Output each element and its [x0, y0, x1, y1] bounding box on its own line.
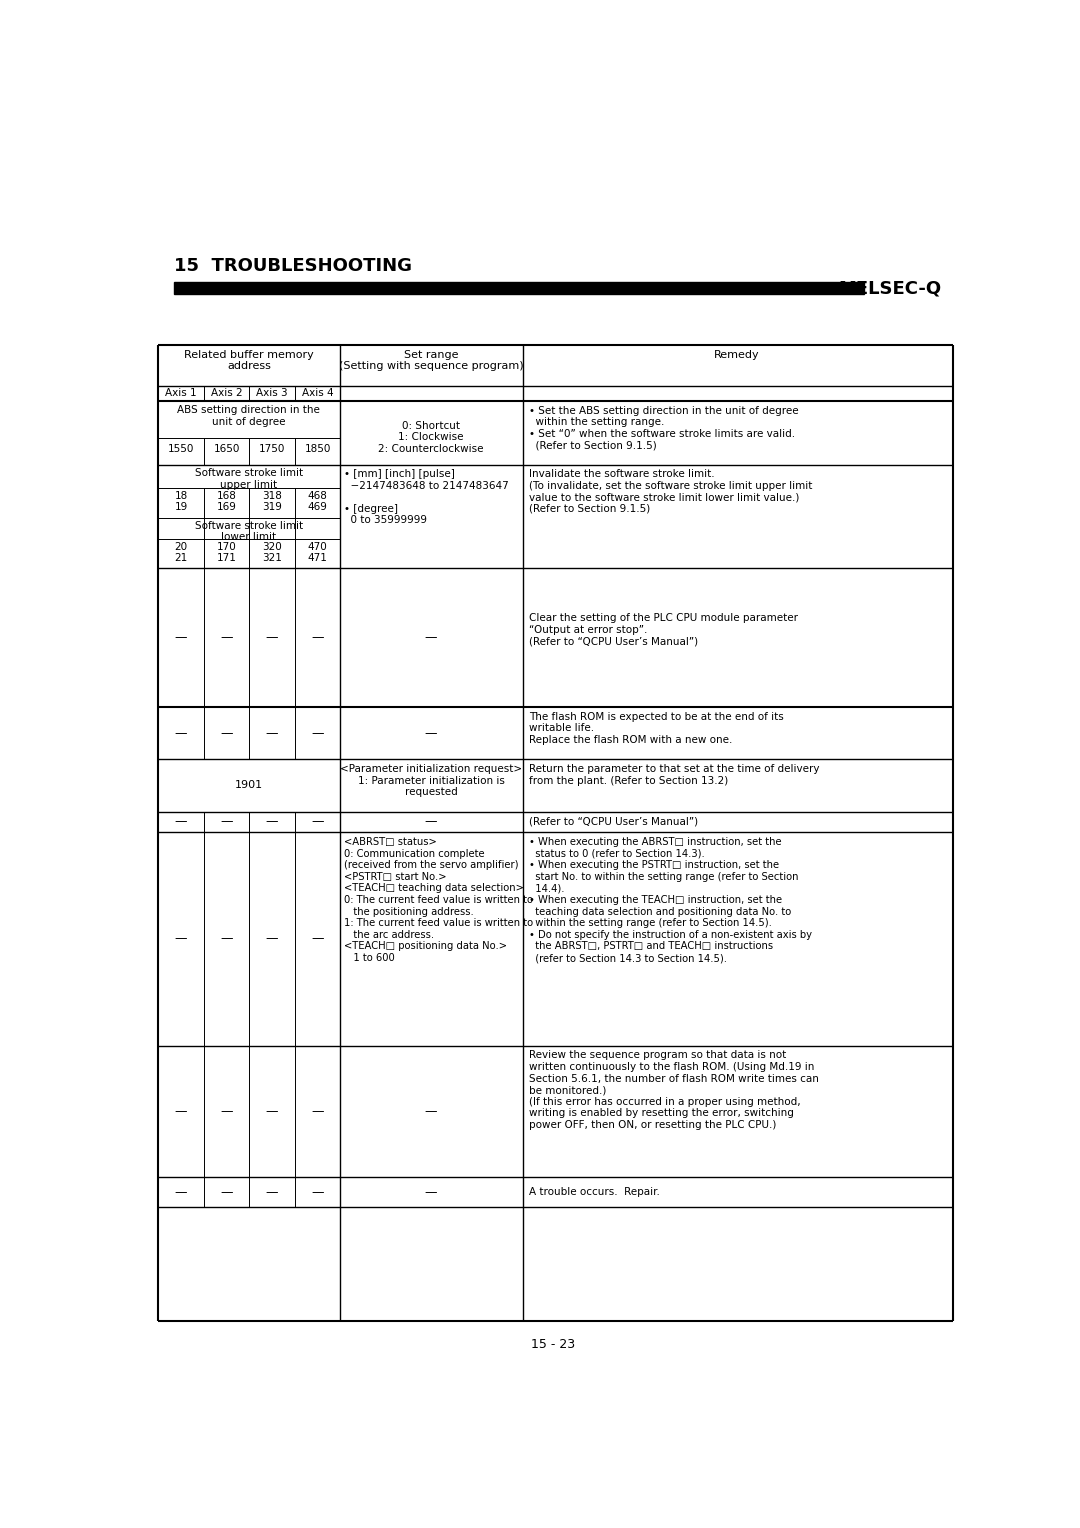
Text: —: — [424, 1186, 437, 1198]
Text: 1550: 1550 [167, 443, 194, 454]
Text: —: — [311, 932, 324, 946]
Text: —: — [175, 816, 187, 828]
Text: —: — [424, 816, 437, 828]
Text: Review the sequence program so that data is not
written continuously to the flas: Review the sequence program so that data… [529, 1050, 819, 1131]
Text: ABS setting direction in the
unit of degree: ABS setting direction in the unit of deg… [177, 405, 321, 426]
Text: —: — [175, 631, 187, 645]
Text: <ABRST□ status>
0: Communication complete
(received from the servo amplifier)
<P: <ABRST□ status> 0: Communication complet… [345, 837, 534, 963]
Text: 320: 320 [262, 542, 282, 552]
Text: Software stroke limit
lower limit: Software stroke limit lower limit [194, 521, 303, 542]
Text: Software stroke limit
upper limit: Software stroke limit upper limit [194, 468, 303, 490]
Text: Axis 2: Axis 2 [211, 388, 242, 399]
Text: —: — [220, 1105, 233, 1117]
Text: —: — [175, 1186, 187, 1198]
Text: Axis 4: Axis 4 [301, 388, 334, 399]
Text: 18: 18 [174, 492, 188, 501]
Text: 1750: 1750 [259, 443, 285, 454]
Text: —: — [220, 816, 233, 828]
Text: • Set the ABS setting direction in the unit of degree
  within the setting range: • Set the ABS setting direction in the u… [529, 406, 798, 451]
Text: 171: 171 [217, 553, 237, 562]
Text: —: — [175, 932, 187, 946]
Text: —: — [424, 727, 437, 740]
Text: —: — [220, 1186, 233, 1198]
Text: 21: 21 [174, 553, 188, 562]
Text: 168: 168 [217, 492, 237, 501]
Text: 319: 319 [262, 503, 282, 512]
Text: • [mm] [inch] [pulse]
  −2147483648 to 2147483647

• [degree]
  0 to 35999999: • [mm] [inch] [pulse] −2147483648 to 214… [345, 469, 509, 526]
Text: Return the parameter to that set at the time of delivery
from the plant. (Refer : Return the parameter to that set at the … [529, 764, 820, 785]
Text: —: — [311, 727, 324, 740]
Text: —: — [266, 932, 279, 946]
Text: Invalidate the software stroke limit.
(To invalidate, set the software stroke li: Invalidate the software stroke limit. (T… [529, 469, 812, 513]
Text: —: — [175, 1105, 187, 1117]
Text: 468: 468 [308, 492, 327, 501]
Text: 321: 321 [262, 553, 282, 562]
Text: 469: 469 [308, 503, 327, 512]
Text: —: — [266, 631, 279, 645]
Text: —: — [175, 727, 187, 740]
Bar [174, 283, 864, 295]
Text: —: — [266, 727, 279, 740]
Text: —: — [311, 1105, 324, 1117]
Text: 0: Shortcut
1: Clockwise
2: Counterclockwise: 0: Shortcut 1: Clockwise 2: Counterclock… [378, 420, 484, 454]
Text: 15  TROUBLESHOOTING: 15 TROUBLESHOOTING [174, 257, 411, 275]
Text: 1650: 1650 [214, 443, 240, 454]
Text: 15 - 23: 15 - 23 [531, 1339, 576, 1351]
Text: 169: 169 [217, 503, 237, 512]
Text: —: — [220, 932, 233, 946]
Text: 1901: 1901 [234, 781, 264, 790]
Text: 471: 471 [308, 553, 327, 562]
Text: Clear the setting of the PLC CPU module parameter
“Output at error stop”.
(Refer: Clear the setting of the PLC CPU module … [529, 613, 798, 646]
Text: 318: 318 [262, 492, 282, 501]
Text: —: — [311, 816, 324, 828]
Text: 19: 19 [174, 503, 188, 512]
Text: 170: 170 [217, 542, 237, 552]
Text: MELSEC-Q: MELSEC-Q [838, 280, 941, 296]
Text: —: — [311, 631, 324, 645]
Text: —: — [424, 631, 437, 645]
Text: Axis 3: Axis 3 [256, 388, 288, 399]
Text: Set range
(Setting with sequence program): Set range (Setting with sequence program… [339, 350, 524, 371]
Text: —: — [424, 1105, 437, 1117]
Text: Related buffer memory
address: Related buffer memory address [184, 350, 314, 371]
Text: —: — [266, 1186, 279, 1198]
Text: <Parameter initialization request>
1: Parameter initialization is
requested: <Parameter initialization request> 1: Pa… [340, 764, 522, 798]
Text: Axis 1: Axis 1 [165, 388, 197, 399]
Text: • When executing the ABRST□ instruction, set the
  status to 0 (refer to Section: • When executing the ABRST□ instruction,… [529, 837, 812, 963]
Text: A trouble occurs.  Repair.: A trouble occurs. Repair. [529, 1187, 660, 1196]
Text: —: — [311, 1186, 324, 1198]
Text: —: — [266, 1105, 279, 1117]
Text: —: — [220, 631, 233, 645]
Text: 20: 20 [175, 542, 188, 552]
Text: 1850: 1850 [305, 443, 330, 454]
Text: —: — [266, 816, 279, 828]
Text: 470: 470 [308, 542, 327, 552]
Text: —: — [220, 727, 233, 740]
Text: (Refer to “QCPU User’s Manual”): (Refer to “QCPU User’s Manual”) [529, 816, 698, 827]
Text: The flash ROM is expected to be at the end of its
writable life.
Replace the fla: The flash ROM is expected to be at the e… [529, 712, 783, 744]
Text: Remedy: Remedy [714, 350, 760, 359]
